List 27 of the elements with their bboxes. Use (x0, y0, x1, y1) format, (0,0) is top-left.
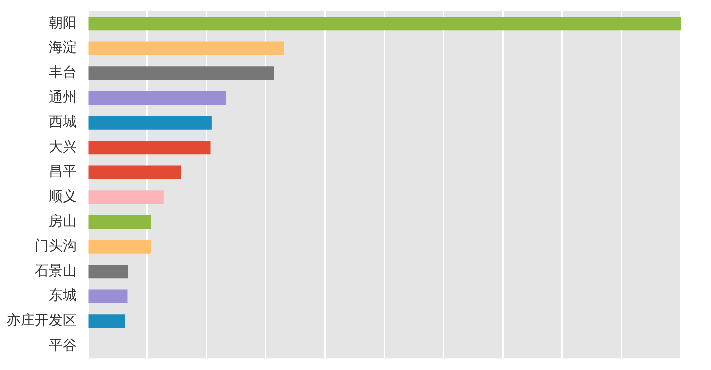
bar (88, 264, 128, 279)
bar (88, 91, 226, 106)
y-tick-label: 海淀 (49, 40, 77, 56)
bar (88, 290, 128, 304)
bar (88, 190, 164, 204)
y-tick-label: 大兴 (49, 139, 77, 156)
y-tick-label: 亦庄开发区 (7, 313, 77, 330)
y-tick-label: 房山 (49, 214, 77, 230)
y-tick-label: 门头沟 (35, 238, 77, 255)
bar (88, 240, 152, 254)
bar (88, 42, 284, 56)
bar (88, 166, 182, 180)
y-tick-label: 东城 (49, 288, 77, 304)
y-tick-label: 顺义 (49, 189, 77, 206)
bar (88, 314, 126, 328)
y-tick-label: 通州 (49, 90, 77, 106)
bar (88, 140, 211, 155)
bar (88, 215, 152, 230)
bar (88, 116, 212, 130)
y-tick-label: 朝阳 (49, 15, 77, 32)
bar (88, 16, 681, 31)
y-tick-label: 丰台 (49, 65, 77, 82)
y-tick-label: 西城 (49, 114, 77, 131)
y-tick-label: 平谷 (49, 338, 77, 354)
bar (88, 66, 274, 80)
y-tick-label: 石景山 (35, 263, 77, 280)
y-tick-label: 昌平 (49, 164, 77, 180)
